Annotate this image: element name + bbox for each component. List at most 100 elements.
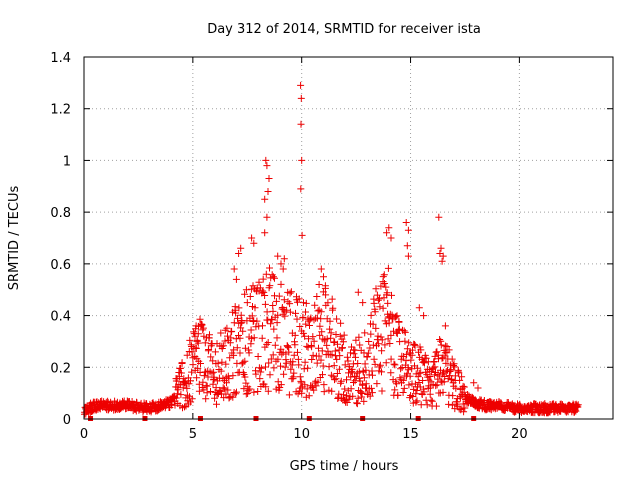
data-point <box>378 347 386 355</box>
data-point <box>401 337 409 345</box>
data-point <box>172 394 180 402</box>
data-point <box>313 359 321 367</box>
data-point <box>437 341 445 349</box>
data-point <box>263 308 271 316</box>
data-point <box>414 373 422 381</box>
y-tick-label: 1.2 <box>50 103 71 118</box>
data-point <box>385 224 393 232</box>
data-point <box>353 399 361 407</box>
data-point <box>315 352 323 360</box>
data-point <box>371 360 379 368</box>
data-point <box>203 382 211 390</box>
y-tick-labels: 0 0.2 0.4 0.6 0.8 1 1.2 1.4 <box>50 51 71 428</box>
data-point <box>217 367 225 375</box>
data-point <box>444 375 452 383</box>
data-point <box>175 373 183 381</box>
data-point <box>390 360 398 368</box>
data-point <box>333 370 341 377</box>
data-point <box>249 282 257 290</box>
data-point <box>262 270 270 278</box>
data-point <box>445 372 453 380</box>
data-point <box>297 94 305 102</box>
data-point <box>356 341 364 349</box>
data-point <box>347 385 355 393</box>
data-point <box>377 333 385 341</box>
data-point <box>274 355 282 363</box>
data-point <box>445 400 453 408</box>
data-point <box>319 371 326 379</box>
data-point <box>302 393 310 401</box>
data-point <box>381 280 388 287</box>
data-point <box>453 398 461 406</box>
data-point <box>397 365 405 373</box>
data-point <box>241 373 249 381</box>
data-points <box>81 81 582 418</box>
data-point <box>282 359 290 367</box>
data-point <box>257 368 265 376</box>
data-point <box>336 352 344 360</box>
data-point <box>325 363 333 371</box>
data-point <box>306 322 313 329</box>
data-point <box>297 185 305 193</box>
data-point <box>373 380 381 388</box>
y-axis-label: SRMTID / TECUs <box>7 186 22 291</box>
data-point <box>232 309 240 317</box>
data-point <box>223 379 230 387</box>
data-point <box>378 387 386 395</box>
data-point <box>442 359 450 367</box>
data-point <box>314 378 322 386</box>
data-point <box>211 348 219 356</box>
data-point <box>310 386 318 394</box>
data-point <box>400 327 408 335</box>
data-point <box>382 359 390 367</box>
data-point <box>359 299 367 307</box>
data-point <box>360 397 368 405</box>
data-point <box>352 373 360 381</box>
data-point <box>308 356 316 363</box>
data-point <box>294 348 301 356</box>
data-point <box>366 344 374 352</box>
data-point <box>437 377 445 385</box>
data-point <box>367 384 375 392</box>
data-point <box>420 312 428 320</box>
data-point <box>573 402 581 410</box>
data-point <box>212 384 220 392</box>
data-point <box>373 291 381 299</box>
data-point <box>291 331 299 339</box>
data-point <box>353 400 361 408</box>
data-point <box>317 308 325 316</box>
data-point <box>352 353 359 361</box>
data-point <box>330 362 338 370</box>
data-point <box>239 369 247 377</box>
data-point <box>196 315 204 323</box>
data-point <box>309 333 317 341</box>
data-point <box>232 275 240 283</box>
data-point <box>411 341 418 349</box>
data-point <box>296 373 304 381</box>
data-point <box>287 365 295 373</box>
data-point <box>380 271 388 279</box>
data-point <box>340 391 347 399</box>
data-point <box>416 343 424 351</box>
data-point <box>255 278 263 286</box>
data-point <box>269 351 277 359</box>
data-point <box>339 344 346 352</box>
data-point <box>241 357 249 365</box>
data-point <box>237 311 245 319</box>
data-point <box>253 317 261 325</box>
data-point <box>188 395 196 403</box>
data-point <box>315 281 323 288</box>
data-point <box>291 341 299 349</box>
data-point <box>261 300 269 308</box>
data-point <box>371 308 379 316</box>
data-point <box>404 252 412 260</box>
data-point <box>269 307 277 315</box>
data-point <box>369 341 377 349</box>
data-point <box>417 346 425 354</box>
y-tick-label: 0.2 <box>50 361 71 376</box>
data-point <box>273 334 281 342</box>
x-tick-label: 5 <box>189 427 197 442</box>
data-point <box>324 299 332 307</box>
x-tick-labels: 0 5 10 15 20 <box>80 427 528 442</box>
